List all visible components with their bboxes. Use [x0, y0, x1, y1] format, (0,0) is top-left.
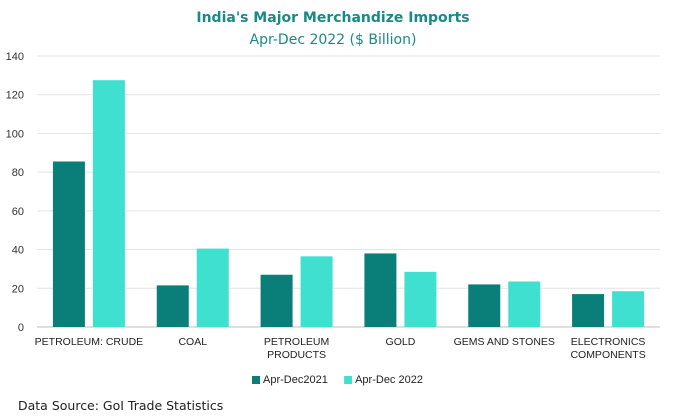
bar [156, 285, 189, 327]
bar [364, 253, 397, 327]
x-category-label: PETROLEUM [264, 336, 329, 348]
y-axis: 0 20 40 60 80 100 120 140 [6, 51, 24, 334]
x-category-label: PRODUCTS [267, 349, 326, 361]
bar [196, 248, 229, 327]
chart-title: India's Major Merchandize Imports [196, 10, 469, 26]
y-tick-label: 0 [18, 322, 24, 334]
data-source-note: Data Source: GoI Trade Statistics [18, 398, 224, 413]
x-category-label: GOLD [386, 336, 416, 348]
gridlines [37, 55, 660, 328]
bar [260, 274, 293, 327]
bar [92, 80, 125, 327]
y-tick-label: 100 [6, 128, 24, 140]
bar [612, 291, 645, 327]
legend-label: Apr-Dec 2022 [355, 374, 423, 386]
x-category-label: COMPONENTS [570, 349, 645, 361]
x-category-label: GEMS AND STONES [454, 336, 555, 348]
chart-subtitle: Apr-Dec 2022 ($ Billion) [250, 32, 417, 48]
legend: Apr-Dec2021 Apr-Dec 2022 [252, 374, 423, 386]
bar [468, 284, 501, 327]
bar [300, 256, 333, 327]
bar [52, 161, 85, 327]
y-tick-label: 40 [12, 245, 24, 257]
x-category-label: PETROLEUM: CRUDE [35, 336, 144, 348]
bar [508, 281, 541, 327]
bar [404, 271, 437, 327]
x-category-label: ELECTRONICS [571, 336, 646, 348]
legend-label: Apr-Dec2021 [263, 374, 328, 386]
legend-swatch [252, 376, 260, 384]
x-category-label: COAL [178, 336, 207, 348]
legend-swatch [344, 376, 353, 384]
bar [572, 294, 605, 327]
y-tick-label: 80 [12, 167, 24, 179]
bars [52, 80, 645, 327]
y-tick-label: 20 [12, 283, 24, 295]
y-tick-label: 60 [12, 206, 24, 218]
y-tick-label: 140 [6, 51, 24, 63]
y-tick-label: 120 [6, 90, 24, 102]
